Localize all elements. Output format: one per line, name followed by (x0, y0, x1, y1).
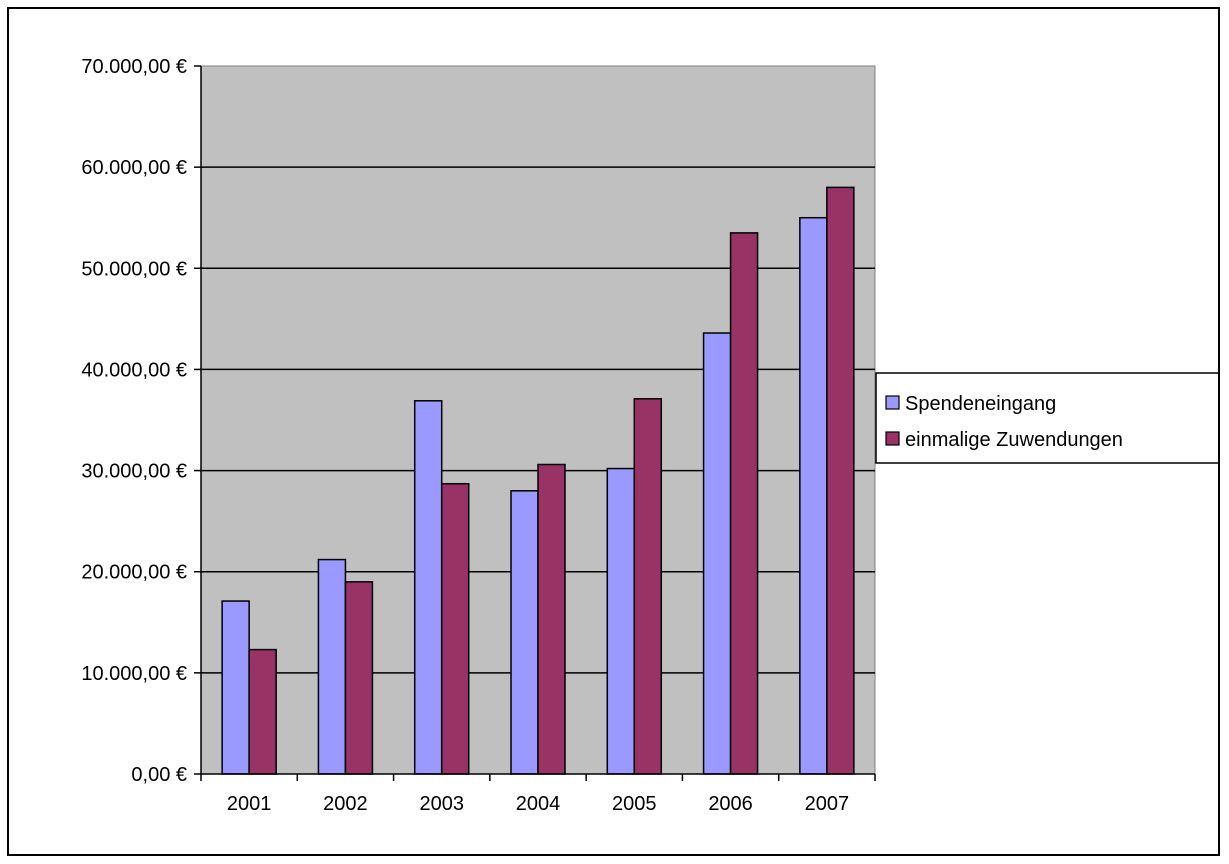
x-tick-label: 2001 (227, 793, 272, 815)
x-tick-label: 2007 (805, 793, 850, 815)
bar-spendeneingang-2002 (317, 558, 347, 775)
y-tick-label: 30.000,00 € (81, 461, 187, 483)
legend-label: Spendeneingang (905, 393, 1056, 415)
bar-chart: 0,00 € 10.000,00 € 20.000,00 € 30.000,00 € 4… (81, 56, 1222, 815)
x-tick-label: 2005 (612, 793, 657, 815)
y-tick-label: 10.000,00 € (81, 663, 187, 685)
legend-box (875, 372, 1222, 464)
x-tick-label: 2006 (708, 793, 753, 815)
y-tick-label: 70.000,00 € (81, 56, 187, 78)
y-tick-label: 0,00 € (131, 764, 187, 786)
y-tick-label: 20.000,00 € (81, 562, 187, 584)
bar-spendeneingang-2004 (510, 490, 539, 775)
legend-swatch (885, 395, 900, 410)
bar-einmalige-zuwendungen-2002 (344, 581, 374, 775)
legend-swatch (885, 431, 900, 446)
bar-spendeneingang-2007 (799, 216, 828, 775)
chart-area: 0,00 € 10.000,00 € 20.000,00 € 30.000,00 € 4… (7, 7, 1222, 856)
bar-einmalige-zuwendungen-2003 (440, 482, 470, 775)
bar-spendeneingang-2005 (606, 467, 636, 775)
bar-einmalige-zuwendungen-2001 (248, 648, 277, 775)
x-tick-label: 2003 (419, 793, 464, 815)
bar-spendeneingang-2003 (413, 400, 443, 775)
bar-einmalige-zuwendungen-2005 (633, 398, 663, 775)
bar-einmalige-zuwendungen-2007 (826, 186, 855, 775)
bar-einmalige-zuwendungen-2004 (537, 463, 566, 775)
plot-area: 0,00 € 10.000,00 € 20.000,00 € 30.000,00 € 4… (81, 56, 876, 815)
bar-spendeneingang-2001 (221, 600, 250, 775)
bar-spendeneingang-2006 (702, 332, 732, 775)
y-tick-label: 60.000,00 € (81, 157, 187, 179)
x-tick-label: 2002 (323, 793, 368, 815)
x-tick-label: 2004 (516, 793, 561, 815)
y-tick-label: 50.000,00 € (81, 258, 187, 280)
y-tick-label: 40.000,00 € (81, 359, 187, 381)
bar-einmalige-zuwendungen-2006 (729, 232, 759, 775)
legend: Spendeneingang einmalige Zuwendungen (875, 372, 1222, 464)
legend-label: einmalige Zuwendungen (905, 429, 1123, 451)
